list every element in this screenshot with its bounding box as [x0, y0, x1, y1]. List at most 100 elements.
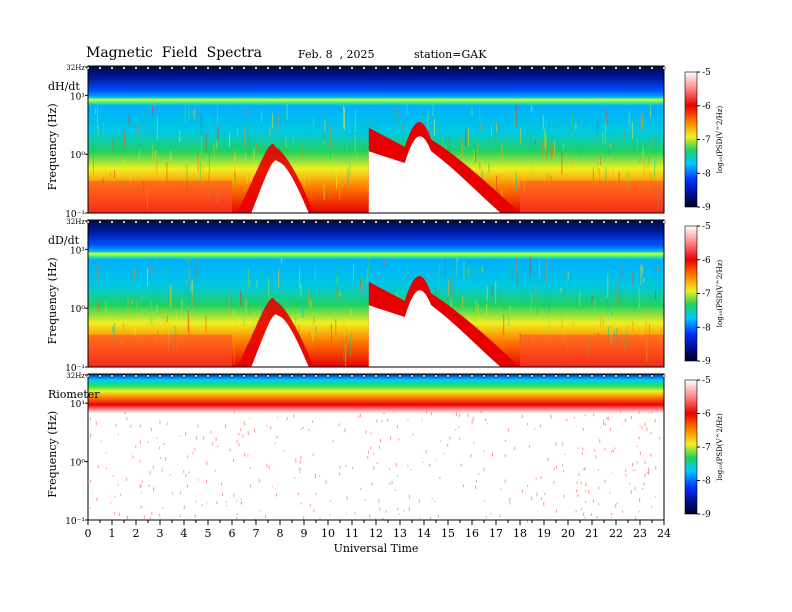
noise-dot — [126, 477, 128, 481]
noise-streak — [545, 119, 547, 136]
noise-dot — [398, 438, 400, 441]
noise-streak — [657, 264, 659, 271]
noise-streak — [496, 175, 498, 196]
noise-dot — [535, 477, 537, 480]
noise-dot — [302, 426, 304, 430]
noise-streak — [473, 149, 475, 165]
y-tick-label: 10⁻¹ — [65, 364, 85, 374]
noise-streak — [560, 288, 562, 293]
noise-streak — [236, 128, 238, 135]
noise-streak — [156, 150, 158, 175]
noise-streak — [271, 113, 273, 129]
noise-dot — [371, 482, 373, 486]
frame-dot — [350, 66, 354, 70]
noise-streak — [491, 285, 493, 296]
noise-dot — [365, 430, 367, 434]
noise-dot — [430, 516, 432, 521]
noise-dot — [483, 467, 485, 472]
noise-dot — [332, 440, 334, 443]
noise-streak — [113, 322, 115, 345]
frame-dot — [134, 220, 138, 224]
noise-streak — [154, 283, 156, 303]
noise-streak — [313, 117, 315, 130]
noise-streak — [502, 328, 504, 349]
noise-streak — [479, 139, 481, 144]
noise-streak — [639, 158, 641, 164]
frame-dot — [530, 220, 534, 224]
frame-dot — [458, 66, 462, 70]
noise-dot — [236, 516, 238, 520]
noise-streak — [345, 344, 347, 367]
noise-dot — [383, 412, 385, 415]
frame-dot — [566, 220, 570, 224]
noise-dot — [470, 454, 472, 458]
noise-streak — [477, 141, 479, 153]
noise-streak — [515, 171, 517, 192]
noise-streak — [502, 290, 504, 304]
frame-dot — [302, 220, 306, 224]
noise-dot — [330, 500, 332, 502]
noise-streak — [170, 150, 172, 161]
noise-streak — [406, 105, 408, 116]
noise-streak — [596, 117, 598, 134]
x-tick-label: 23 — [633, 527, 647, 540]
noise-dot — [614, 447, 616, 450]
colorbar-tick-label: -8 — [702, 169, 711, 179]
noise-dot — [459, 437, 461, 441]
noise-dot — [201, 504, 203, 507]
x-axis-label: Universal Time — [334, 542, 419, 555]
noise-streak — [621, 263, 623, 279]
noise-streak — [188, 258, 190, 264]
frame-dot — [662, 220, 666, 224]
noise-streak — [538, 260, 540, 279]
frame-dot — [470, 66, 474, 70]
noise-dot — [387, 419, 389, 422]
noise-dot — [638, 411, 640, 414]
noise-streak — [353, 262, 355, 281]
noise-streak — [549, 284, 551, 302]
noise-dot — [595, 455, 597, 459]
y-tick-label: 10⁻¹ — [65, 210, 85, 220]
noise-streak — [398, 264, 400, 270]
low-freq-band — [88, 180, 232, 213]
noise-dot — [162, 506, 164, 509]
noise-dot — [179, 514, 181, 518]
noise-dot — [473, 442, 475, 445]
quiet-region — [368, 136, 501, 213]
noise-dot — [130, 424, 132, 428]
noise-streak — [96, 106, 98, 129]
noise-streak — [456, 258, 458, 276]
noise-streak — [306, 122, 308, 141]
low-freq-band — [520, 180, 664, 213]
noise-dot — [603, 421, 605, 426]
quiet-region — [251, 160, 309, 213]
noise-dot — [440, 440, 442, 443]
noise-dot — [397, 507, 399, 511]
x-tick-label: 13 — [393, 527, 407, 540]
noise-streak — [618, 171, 620, 183]
noise-dot — [293, 414, 295, 418]
noise-dot — [89, 507, 91, 510]
noise-streak — [191, 293, 193, 308]
noise-streak — [343, 314, 345, 338]
noise-dot — [505, 439, 507, 442]
y-tick-label: 10¹ — [70, 92, 85, 102]
noise-streak — [607, 274, 609, 298]
noise-streak — [575, 122, 577, 131]
noise-streak — [654, 159, 656, 178]
noise-streak — [530, 292, 532, 312]
noise-streak — [337, 289, 339, 300]
noise-streak — [610, 143, 612, 149]
noise-dot — [233, 458, 235, 462]
noise-streak — [365, 279, 367, 285]
noise-dot — [527, 484, 529, 487]
frame-dot — [422, 374, 426, 378]
noise-dot — [339, 466, 341, 469]
x-tick-label: 22 — [609, 527, 623, 540]
noise-streak — [642, 113, 644, 130]
x-tick-label: 7 — [253, 527, 260, 540]
noise-streak — [136, 301, 138, 311]
noise-streak — [462, 296, 464, 308]
frame-dot — [362, 66, 366, 70]
noise-streak — [471, 107, 473, 116]
